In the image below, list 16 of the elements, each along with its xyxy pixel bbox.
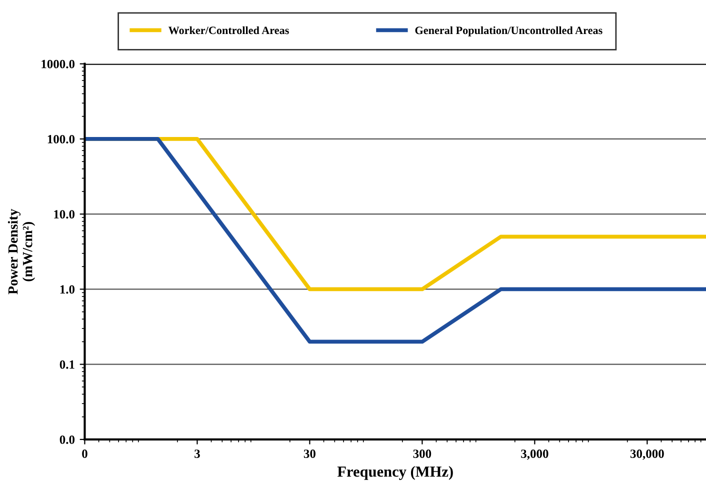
y-tick-label: 1.0 [60, 285, 75, 294]
y-tick-label: 10.0 [54, 210, 75, 219]
x-tick-label: 3,000 [521, 450, 548, 460]
y-tick-label: 1000.0 [42, 60, 75, 68]
x-tick-label: 30 [304, 450, 316, 458]
y-axis-title: Power Density (mW/cm²) [8, 208, 36, 294]
y-tick-label: 0.0 [60, 435, 75, 444]
legend-label: Worker/Controlled Areas [168, 26, 289, 34]
x-tick-label: 30,000 [630, 450, 664, 460]
x-tick-label: 300 [413, 450, 432, 458]
y-tick-label: 0.1 [60, 360, 74, 369]
x-axis-title: Frequency (MHz) [337, 466, 453, 480]
x-tick-label: 3 [194, 450, 200, 458]
y-tick-label: 100.0 [48, 134, 75, 144]
legend-label: General Population/Uncontrolled Areas [415, 26, 602, 36]
x-tick-label: 0 [82, 450, 88, 458]
